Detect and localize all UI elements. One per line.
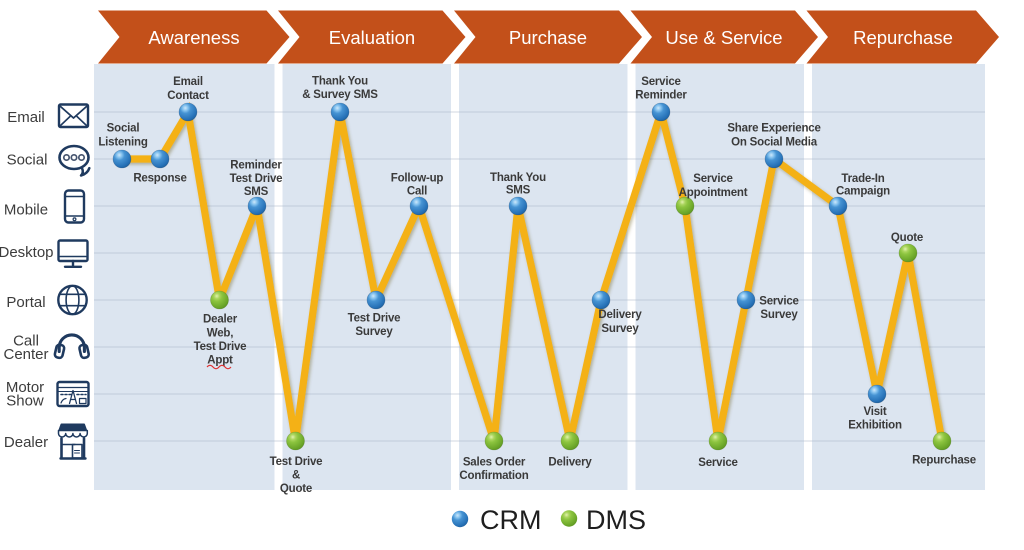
svg-text:Social: Social (107, 123, 140, 135)
svg-text:Quote: Quote (891, 232, 923, 244)
svg-text:Confirmation: Confirmation (459, 470, 528, 482)
svg-text:Test Drive: Test Drive (194, 341, 247, 353)
svg-text:Sales Order: Sales Order (463, 457, 526, 469)
svg-text:Reminder: Reminder (230, 160, 282, 172)
svg-text:Service: Service (698, 457, 738, 469)
svg-text:Mobile: Mobile (4, 202, 48, 219)
svg-text:Service: Service (641, 76, 681, 88)
svg-text:Exhibition: Exhibition (848, 420, 902, 432)
svg-text:Motor: Motor (6, 379, 44, 396)
svg-text:Email: Email (7, 109, 45, 126)
svg-text:Center: Center (3, 346, 48, 363)
svg-text:Desktop: Desktop (0, 244, 54, 261)
svg-text:Portal: Portal (6, 294, 45, 311)
svg-text:Dealer: Dealer (4, 434, 48, 451)
svg-text:Quote: Quote (280, 483, 312, 495)
svg-text:Thank You: Thank You (312, 76, 368, 88)
svg-text:Survey: Survey (601, 323, 639, 335)
svg-text:Campaign: Campaign (836, 186, 890, 198)
svg-text:Appt: Appt (207, 355, 233, 367)
svg-text:SMS: SMS (244, 186, 269, 198)
svg-text:Visit: Visit (863, 406, 886, 418)
svg-text:Survey: Survey (760, 309, 798, 321)
svg-text:Contact: Contact (167, 90, 209, 102)
svg-text:Trade-In: Trade-In (841, 173, 884, 185)
svg-text:SMS: SMS (506, 185, 531, 197)
svg-text:Service: Service (759, 296, 799, 308)
svg-text:Survey: Survey (355, 326, 393, 338)
svg-text:Use & Service: Use & Service (665, 27, 782, 48)
svg-text:CRM: CRM (480, 505, 542, 535)
svg-text:Evaluation: Evaluation (329, 27, 415, 48)
svg-text:Reminder: Reminder (635, 90, 687, 102)
svg-text:On Social Media: On Social Media (731, 137, 818, 149)
svg-text:Awareness: Awareness (148, 27, 239, 48)
svg-text:Thank You: Thank You (490, 172, 546, 184)
svg-text:Call: Call (407, 186, 427, 198)
svg-text:Call: Call (13, 333, 39, 350)
svg-text:& Survey SMS: & Survey SMS (302, 89, 378, 101)
svg-text:Test Drive: Test Drive (270, 456, 323, 468)
svg-text:Delivery: Delivery (548, 457, 592, 469)
svg-text:Social: Social (7, 152, 48, 169)
svg-text:Follow-up: Follow-up (391, 173, 444, 185)
svg-text:Test Drive: Test Drive (230, 173, 283, 185)
svg-text:Repurchase: Repurchase (912, 455, 976, 467)
svg-text:Appointment: Appointment (679, 187, 748, 199)
svg-text:Test Drive: Test Drive (348, 313, 401, 325)
svg-text:Service: Service (693, 173, 733, 185)
svg-text:Response: Response (133, 173, 186, 185)
svg-text:Delivery: Delivery (598, 309, 642, 321)
svg-text:Email: Email (173, 76, 203, 88)
svg-text:&: & (292, 470, 300, 482)
svg-text:Web,: Web, (207, 328, 233, 340)
svg-text:Dealer: Dealer (203, 314, 238, 326)
svg-text:Purchase: Purchase (509, 27, 587, 48)
svg-text:Share Experience: Share Experience (727, 123, 820, 135)
svg-text:Listening: Listening (98, 137, 147, 149)
svg-text:DMS: DMS (586, 505, 646, 535)
svg-text:Repurchase: Repurchase (853, 27, 953, 48)
svg-text:Show: Show (6, 393, 44, 410)
